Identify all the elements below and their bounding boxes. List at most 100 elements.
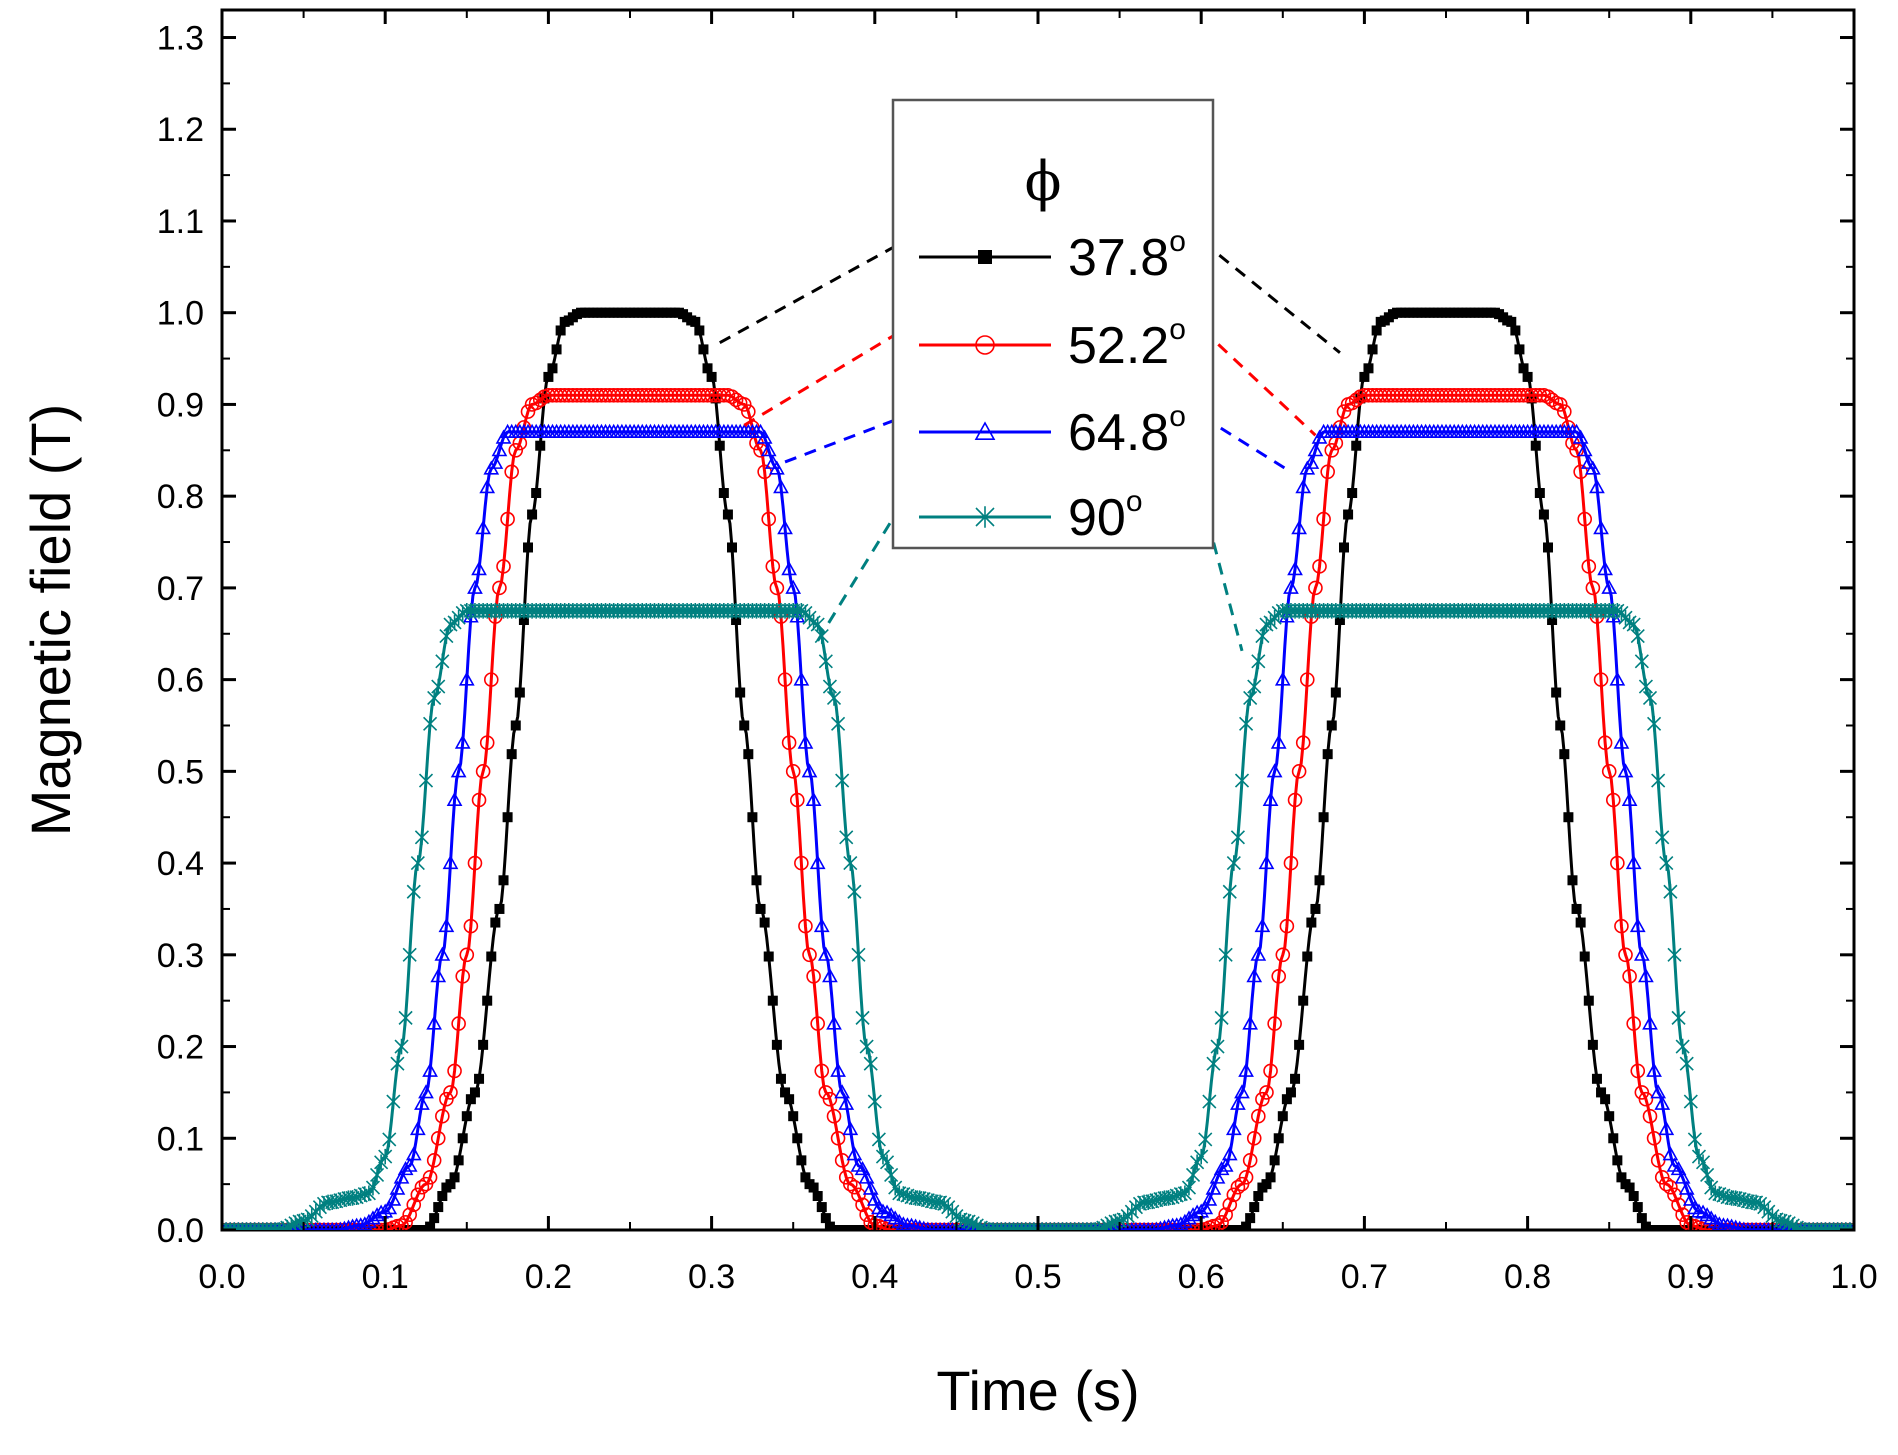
data-point — [1589, 479, 1605, 494]
data-point — [806, 969, 821, 984]
data-point — [450, 763, 467, 778]
data-point — [487, 454, 504, 469]
data-point — [735, 687, 746, 698]
y-tick-label: 1.2 — [157, 111, 204, 149]
data-point — [398, 1215, 413, 1230]
data-point — [1544, 392, 1560, 408]
data-point — [838, 1095, 855, 1110]
data-point — [1312, 559, 1327, 574]
data-point — [1135, 1221, 1145, 1230]
data-point — [1682, 1191, 1699, 1206]
data-point — [1650, 1084, 1667, 1099]
data-point — [1572, 429, 1589, 444]
data-point — [1776, 1221, 1786, 1230]
leader-line-right — [1202, 240, 1341, 354]
data-point — [1583, 995, 1594, 1006]
y-tick-label: 1.0 — [157, 295, 204, 333]
data-point — [1650, 1153, 1666, 1168]
data-point — [1601, 579, 1618, 594]
data-point — [1326, 720, 1337, 731]
data-point — [1249, 1202, 1260, 1213]
data-point — [1263, 1063, 1278, 1079]
data-point — [1308, 580, 1323, 596]
data-point — [939, 1221, 949, 1230]
data-point — [1205, 1180, 1222, 1195]
data-point — [1283, 855, 1299, 871]
data-point — [1221, 1146, 1238, 1161]
data-point — [816, 1202, 827, 1213]
data-point — [1621, 791, 1638, 807]
data-point — [1283, 579, 1299, 594]
y-tick-label: 0.9 — [157, 386, 204, 424]
data-point — [1636, 1213, 1647, 1224]
data-point — [1642, 1015, 1658, 1030]
data-point — [1622, 969, 1637, 984]
data-point — [1139, 1221, 1149, 1230]
data-point — [1334, 615, 1345, 625]
data-point — [1600, 1094, 1611, 1105]
data-point — [728, 392, 744, 408]
data-point — [830, 1062, 846, 1077]
data-point — [1213, 1161, 1230, 1176]
data-point — [918, 1220, 929, 1230]
data-point — [1262, 791, 1279, 807]
data-point — [1695, 1204, 1711, 1219]
leader-line-left — [816, 501, 905, 642]
data-point — [1123, 1221, 1133, 1230]
data-point — [1242, 1153, 1258, 1168]
data-point — [1579, 951, 1590, 962]
data-point — [736, 397, 752, 412]
data-point — [1230, 1179, 1246, 1195]
legend-marker — [975, 506, 995, 528]
data-point — [1226, 855, 1241, 871]
data-point — [454, 734, 471, 749]
data-point — [1642, 1108, 1658, 1124]
data-point — [500, 511, 515, 527]
data-point — [1295, 735, 1311, 750]
data-point — [1194, 1148, 1209, 1165]
data-point — [831, 715, 846, 732]
data-point — [1634, 653, 1649, 670]
data-point — [1277, 1111, 1288, 1122]
data-point — [835, 772, 850, 789]
data-point — [434, 946, 451, 961]
data-point — [1266, 763, 1283, 778]
data-point — [851, 1187, 866, 1203]
data-point — [1663, 1179, 1678, 1195]
data-point — [904, 1217, 919, 1230]
data-point — [912, 1222, 927, 1230]
data-point — [808, 1182, 819, 1193]
data-point — [1157, 1222, 1172, 1230]
data-point — [1658, 1120, 1675, 1136]
data-point — [797, 734, 814, 749]
data-point — [1683, 1093, 1698, 1110]
data-point — [879, 1204, 895, 1219]
data-point — [1302, 951, 1313, 962]
data-point — [855, 1010, 870, 1026]
data-point — [1347, 488, 1358, 499]
series-line-37.8 — [222, 311, 1854, 1230]
data-point — [769, 460, 785, 475]
data-point — [1269, 1155, 1280, 1166]
data-point — [809, 854, 826, 870]
data-point — [1571, 903, 1582, 914]
data-point — [1259, 1085, 1274, 1100]
data-point — [1707, 1213, 1724, 1228]
data-point — [1630, 1063, 1646, 1079]
data-point — [796, 1155, 807, 1166]
data-point — [1246, 1130, 1262, 1146]
data-point — [871, 1131, 886, 1148]
data-point — [1671, 1010, 1686, 1026]
data-point — [879, 1154, 895, 1171]
data-point — [813, 917, 830, 933]
data-point — [486, 951, 497, 962]
data-point — [702, 363, 713, 374]
data-point — [1593, 520, 1609, 535]
x-tick-label: 0.6 — [1178, 1258, 1225, 1296]
data-point — [1751, 1221, 1761, 1230]
data-point — [690, 316, 701, 327]
data-point — [839, 829, 854, 846]
data-point — [731, 615, 742, 625]
data-point — [402, 947, 417, 963]
